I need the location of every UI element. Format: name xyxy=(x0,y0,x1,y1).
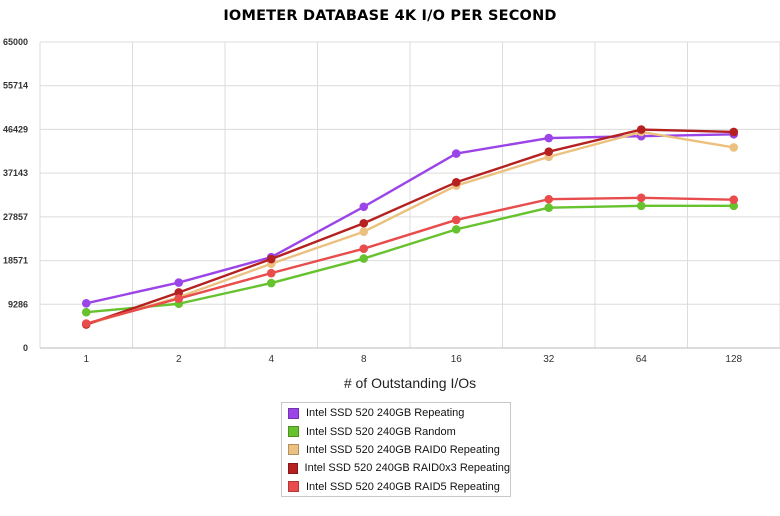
x-axis-label: # of Outstanding I/Os xyxy=(344,375,476,391)
data-point xyxy=(729,201,739,211)
data-point xyxy=(359,254,369,263)
data-point xyxy=(544,203,554,213)
data-point xyxy=(451,225,461,234)
data-point xyxy=(81,298,91,308)
legend-item: Intel SSD 520 240GB Random xyxy=(282,422,510,440)
data-point xyxy=(729,195,739,205)
legend: Intel SSD 520 240GB Repeating Intel SSD 5… xyxy=(281,402,511,497)
x-tick-label: 1 xyxy=(83,354,89,365)
legend-label: Intel SSD 520 240GB Repeating xyxy=(306,407,465,420)
y-tick-label: 18571 xyxy=(3,256,28,266)
data-point xyxy=(359,218,369,228)
x-tick-label: 8 xyxy=(361,354,367,365)
series-line xyxy=(85,130,734,326)
y-tick-label: 0 xyxy=(23,343,28,353)
legend-label: Intel SSD 520 240GB Random xyxy=(306,425,456,438)
data-point xyxy=(266,278,276,288)
y-axis-ticks: 0 9286 18571 27857 37143 46429 55714 65000 xyxy=(3,37,28,353)
legend-item: Intel SSD 520 240GB RAID0x3 Repeating xyxy=(282,459,510,477)
legend-label: Intel SSD 520 240GB RAID0x3 Repeating xyxy=(304,462,510,475)
series-layer xyxy=(81,125,739,329)
data-point xyxy=(359,244,369,253)
legend-label: Intel SSD 520 240GB RAID0 Repeating xyxy=(306,443,500,456)
legend-item: Intel SSD 520 240GB RAID5 Repeating xyxy=(282,478,510,496)
data-point xyxy=(174,288,184,297)
data-point xyxy=(174,294,184,303)
data-point xyxy=(266,268,276,278)
legend-swatch xyxy=(288,407,299,419)
legend-label: Intel SSD 520 240GB RAID5 Repeating xyxy=(306,480,500,493)
legend-swatch xyxy=(288,426,299,438)
data-point xyxy=(359,227,369,237)
data-point xyxy=(451,215,461,225)
x-tick-label: 4 xyxy=(268,354,274,365)
data-point xyxy=(81,307,91,317)
chart-title: IOMETER DATABASE 4K I/O PER SECOND xyxy=(223,8,557,24)
x-tick-label: 16 xyxy=(451,354,463,365)
y-tick-label: 65000 xyxy=(3,37,28,47)
series-line xyxy=(85,196,734,325)
x-tick-label: 2 xyxy=(176,354,182,365)
data-point xyxy=(451,177,461,187)
series-line xyxy=(85,128,734,326)
data-point xyxy=(636,201,646,211)
x-tick-label: 128 xyxy=(725,354,742,365)
y-tick-label: 37143 xyxy=(3,168,28,178)
data-point xyxy=(544,194,554,204)
data-point xyxy=(81,319,91,328)
legend-swatch xyxy=(288,462,298,474)
y-tick-label: 27857 xyxy=(3,212,28,222)
data-point xyxy=(729,143,739,152)
legend-swatch xyxy=(288,481,299,493)
x-tick-label: 64 xyxy=(636,354,648,365)
y-tick-label: 9286 xyxy=(8,299,28,309)
data-point xyxy=(636,125,646,134)
x-tick-label: 32 xyxy=(543,354,555,365)
series-2 xyxy=(81,201,739,317)
legend-swatch xyxy=(288,444,299,456)
data-point xyxy=(359,202,369,212)
data-point xyxy=(174,278,184,287)
data-point xyxy=(266,254,276,264)
data-point xyxy=(451,149,461,158)
series-line xyxy=(86,204,734,314)
series-5 xyxy=(81,193,739,328)
legend-item: Intel SSD 520 240GB Repeating xyxy=(282,404,510,422)
data-point xyxy=(729,127,739,137)
y-tick-label: 55714 xyxy=(3,81,28,91)
legend-item: Intel SSD 520 240GB RAID0 Repeating xyxy=(282,441,510,459)
y-tick-label: 46429 xyxy=(3,124,28,134)
data-point xyxy=(544,147,554,156)
data-point xyxy=(636,193,646,203)
x-axis-ticks: 1 2 4 8 16 32 64 128 xyxy=(83,354,742,365)
data-point xyxy=(544,133,554,143)
